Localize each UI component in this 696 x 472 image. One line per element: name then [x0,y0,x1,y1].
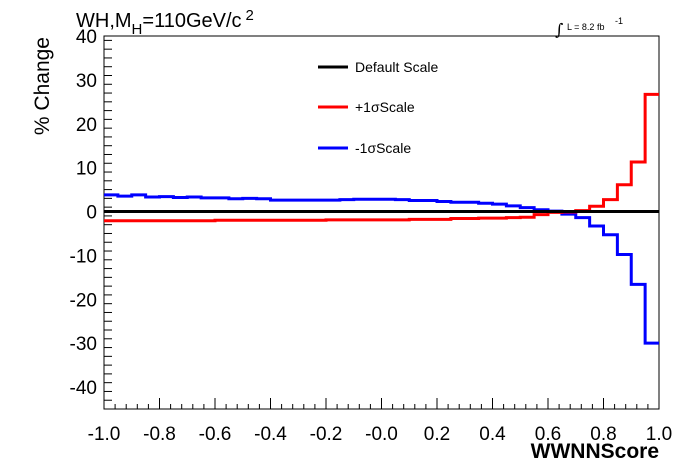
legend: Default Scale +1σScale -1σScale [318,59,438,156]
x-tick-label: 0.8 [590,424,616,445]
x-tick-label: -0.6 [199,424,232,445]
y-tick-label: -10 [70,246,97,267]
series-line-1 [104,92,659,223]
y-tick-label: 40 [76,27,97,48]
title-prefix: WH,M [76,10,132,32]
y-axis: 40 30 20 10 0 -10 -20 -30 -40 [70,27,112,410]
plot-frame [103,35,660,410]
chart-title: WH,MH=110GeV/c 2 [76,7,254,38]
y-tick-label: 0 [86,203,97,224]
title-subscript: H [132,21,143,38]
x-tick-label: -0.8 [143,424,176,445]
legend-label: Default Scale [355,59,438,75]
luminosity-superscript: -1 [615,16,623,26]
luminosity-label: ∫ L = 8.2 fb -1 [555,16,623,39]
x-tick-label: 0.2 [424,424,450,445]
y-tick-label: -20 [70,290,97,311]
y-tick-label: -40 [70,378,97,399]
x-tick-label: -0.4 [254,424,287,445]
x-tick-label: -1.0 [88,424,121,445]
y-tick-label: -30 [70,334,97,355]
legend-label: +1σScale [355,99,415,115]
x-tick-label: -0.0 [365,424,398,445]
x-tick-label: 0.6 [535,424,561,445]
title-main: =110GeV/c [142,10,241,32]
integral-symbol: ∫ [555,20,563,39]
title-superscript: 2 [246,7,254,24]
series-line-2 [104,193,659,345]
x-tick-label: 1.0 [646,424,672,445]
y-tick-label: 30 [76,71,97,92]
x-tick-label: -0.2 [310,424,343,445]
x-axis: -1.0 -0.8 -0.6 -0.4 -0.2 -0.0 0.2 0.4 0.6 0.8 1.0 [88,398,672,445]
y-axis-title: % Change [31,37,54,135]
x-axis-title: WWNNScore [531,440,659,463]
y-tick-label: 20 [76,115,97,136]
luminosity-text: L = 8.2 fb [567,22,604,32]
y-tick-label: 10 [76,159,97,180]
x-tick-label: 0.4 [479,424,506,445]
series-layer [104,92,659,345]
legend-label: -1σScale [355,140,411,156]
